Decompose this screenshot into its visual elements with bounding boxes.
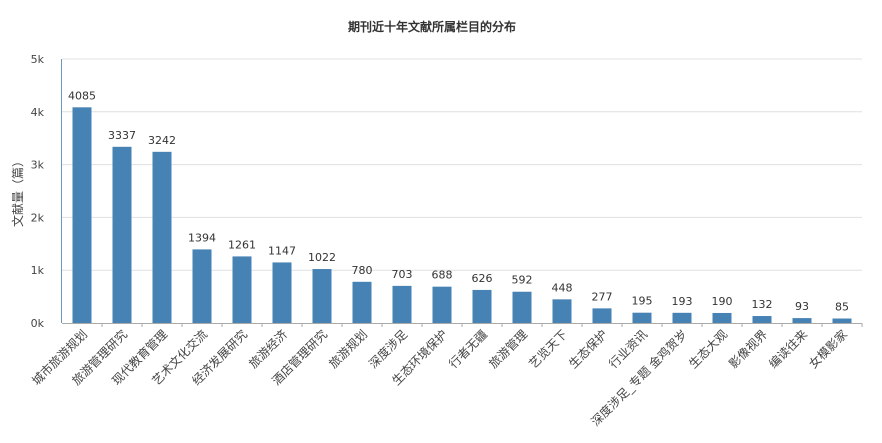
bar xyxy=(712,312,732,323)
data-label: 626 xyxy=(472,272,493,285)
x-tick-label: 旅游规划 xyxy=(326,327,371,372)
data-label: 193 xyxy=(672,295,693,308)
bar xyxy=(392,285,412,323)
bar xyxy=(152,151,172,323)
bar xyxy=(512,291,532,323)
data-label: 1022 xyxy=(308,251,336,264)
bar xyxy=(112,146,132,323)
bar xyxy=(312,269,332,323)
y-axis: 0k 1k 2k 3k 4k 5k xyxy=(31,53,45,330)
data-label: 448 xyxy=(552,281,573,294)
grid-lines xyxy=(62,58,862,271)
data-label: 190 xyxy=(712,295,733,308)
x-tick-label: 女模影家 xyxy=(806,327,851,372)
data-label: 277 xyxy=(592,290,613,303)
bar xyxy=(192,249,212,323)
bar xyxy=(432,286,452,323)
data-label: 93 xyxy=(795,300,809,313)
bar xyxy=(352,281,372,323)
y-tick-label: 2k xyxy=(31,211,45,224)
bars xyxy=(72,107,852,323)
y-tick-label: 3k xyxy=(31,159,45,172)
bar xyxy=(832,318,852,323)
y-tick-label: 0k xyxy=(31,317,45,330)
bar xyxy=(632,312,652,323)
data-label: 195 xyxy=(632,295,653,308)
x-tick-label: 旅游管理 xyxy=(486,327,531,372)
data-label: 1147 xyxy=(268,244,296,257)
bar xyxy=(792,318,812,323)
data-label: 132 xyxy=(752,298,773,311)
data-label: 1394 xyxy=(188,231,216,244)
bar xyxy=(672,312,692,323)
bar xyxy=(472,289,492,323)
data-label: 703 xyxy=(392,268,413,281)
x-tick-label: 影像视界 xyxy=(726,327,771,372)
x-tick-label: 生态保护 xyxy=(566,327,610,371)
bar xyxy=(592,308,612,323)
y-tick-label: 1k xyxy=(31,264,45,277)
data-label: 780 xyxy=(352,264,373,277)
chart-title: 期刊近十年文献所属栏目的分布 xyxy=(348,19,516,34)
x-tick-label: 编读往来 xyxy=(766,327,811,372)
y-tick-label: 4k xyxy=(31,106,45,119)
bar xyxy=(232,256,252,323)
bar xyxy=(72,107,92,323)
bar xyxy=(752,316,772,323)
data-label: 4085 xyxy=(68,89,96,102)
data-label: 85 xyxy=(835,301,849,314)
data-label: 3337 xyxy=(108,129,136,142)
bar xyxy=(272,262,292,323)
x-tick-label: 艺览天下 xyxy=(526,327,571,372)
data-label: 688 xyxy=(432,269,453,282)
data-label: 3242 xyxy=(148,134,176,147)
y-axis-label: 文献量（篇） xyxy=(10,155,25,227)
bar xyxy=(552,299,572,323)
data-labels: 4085 3337 3242 1394 1261 1147 1022 780 703 688 626… xyxy=(68,89,849,313)
x-tick-label: 生态大观 xyxy=(686,327,730,371)
data-label: 592 xyxy=(512,274,533,287)
y-tick-label: 5k xyxy=(31,53,45,66)
data-label: 1261 xyxy=(228,238,256,251)
x-tick-label: 行者无疆 xyxy=(446,327,490,371)
